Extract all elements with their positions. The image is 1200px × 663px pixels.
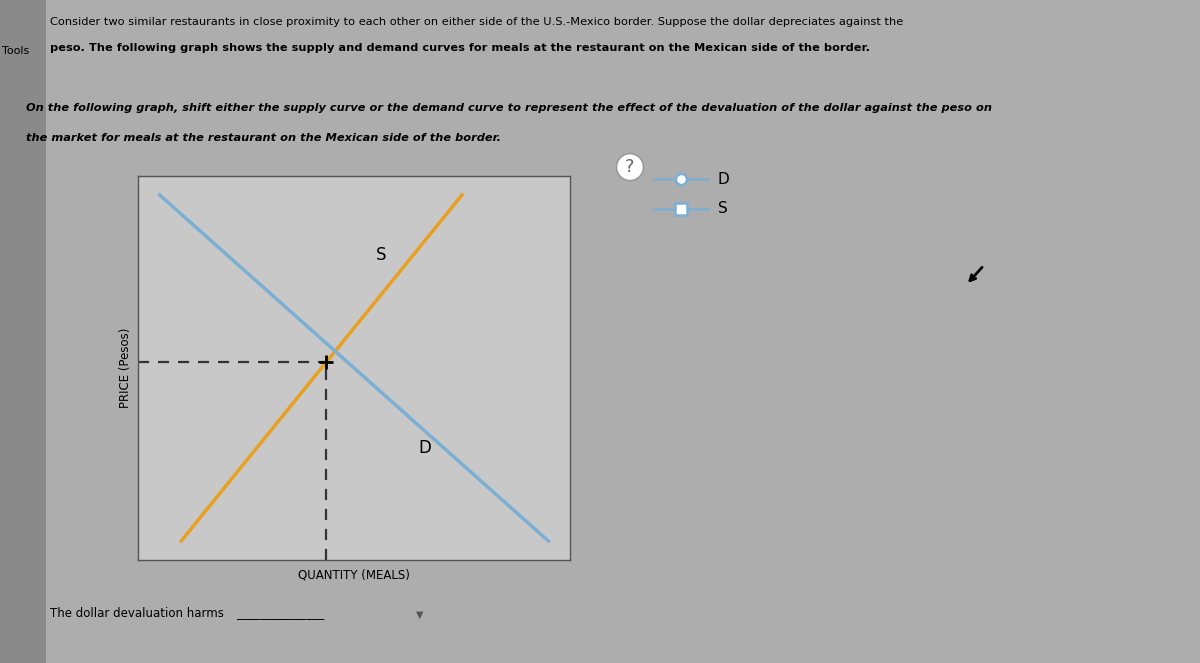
Text: ▼: ▼ — [416, 610, 424, 620]
Text: the market for meals at the restaurant on the Mexican side of the border.: the market for meals at the restaurant o… — [26, 133, 502, 143]
Text: D: D — [718, 172, 730, 186]
Y-axis label: PRICE (Pesos): PRICE (Pesos) — [120, 328, 132, 408]
Text: S: S — [718, 202, 727, 216]
Text: _______________: _______________ — [236, 607, 324, 620]
Text: On the following graph, shift either the supply curve or the demand curve to rep: On the following graph, shift either the… — [26, 103, 992, 113]
Text: S: S — [376, 246, 386, 265]
Text: peso. The following graph shows the supply and demand curves for meals at the re: peso. The following graph shows the supp… — [50, 43, 870, 53]
Text: ?: ? — [625, 158, 635, 176]
X-axis label: QUANTITY (MEALS): QUANTITY (MEALS) — [298, 569, 410, 581]
Text: The dollar devaluation harms: The dollar devaluation harms — [50, 607, 224, 620]
Text: Tools: Tools — [2, 46, 30, 56]
Text: Consider two similar restaurants in close proximity to each other on either side: Consider two similar restaurants in clos… — [50, 17, 904, 27]
Text: D: D — [419, 438, 432, 457]
